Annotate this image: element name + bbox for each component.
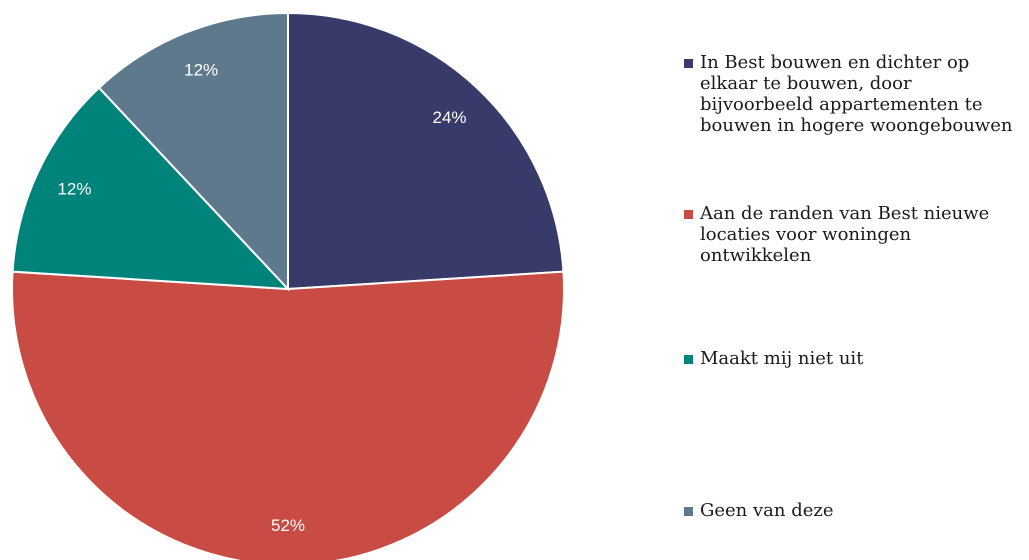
pie-slice-4	[97, 11, 289, 292]
slice-label-1: 24%	[433, 108, 467, 127]
legend-item-2: Aan de randen van Best nieuwe locaties v…	[684, 203, 1024, 266]
legend-item-3: Maakt mij niet uit	[684, 348, 1024, 369]
legend-swatch-1	[684, 59, 693, 68]
legend-swatch-2	[684, 210, 693, 219]
legend-item-4: Geen van deze	[684, 500, 1024, 521]
legend-label-4: Geen van deze	[700, 500, 834, 521]
slice-label-4: 12%	[184, 61, 218, 80]
legend-swatch-4	[684, 507, 693, 516]
slice-label-2: 52%	[271, 516, 305, 535]
legend: In Best bouwen en dichter op elkaar te b…	[684, 0, 1029, 560]
legend-label-3: Maakt mij niet uit	[700, 348, 864, 369]
pie-chart: 24% 52% 12% 12%	[11, 11, 565, 560]
pie-slice-3	[11, 86, 291, 291]
pie-slice-2	[11, 270, 565, 560]
pie-slice-1	[287, 11, 565, 291]
legend-label-2: Aan de randen van Best nieuwe locaties v…	[700, 203, 990, 266]
legend-swatch-3	[684, 355, 693, 364]
slice-label-3: 12%	[57, 180, 91, 199]
legend-label-1: In Best bouwen en dichter op elkaar te b…	[700, 52, 1013, 136]
legend-item-1: In Best bouwen en dichter op elkaar te b…	[684, 52, 1024, 136]
